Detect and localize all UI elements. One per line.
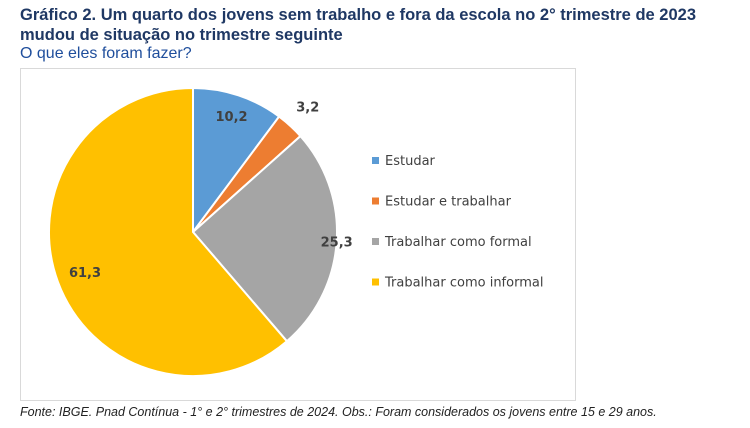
legend-entry: Estudar e trabalhar xyxy=(385,195,512,210)
pie-slice-4 xyxy=(48,86,289,377)
pie-slice-3 xyxy=(191,134,338,343)
chart-area xyxy=(20,68,576,401)
legend-entry: Trabalhar como informal xyxy=(384,276,543,291)
legend-swatch xyxy=(372,157,379,164)
legend-swatch xyxy=(372,197,379,205)
pie-slice-1 xyxy=(192,86,281,236)
data-label: 10,2 xyxy=(216,110,248,125)
data-label: 3,2 xyxy=(296,101,319,116)
chart-title: Gráfico 2. Um quarto dos jovens sem trab… xyxy=(20,6,696,44)
legend-swatch xyxy=(372,238,379,245)
source-note: Fonte: IBGE. Pnad Contínua - 1° e 2° tri… xyxy=(20,405,657,419)
data-label: 25,3 xyxy=(321,235,353,250)
chart-subtitle: O que eles foram fazer? xyxy=(20,45,192,62)
legend-swatch xyxy=(372,278,379,286)
legend-entry: Trabalhar como formal xyxy=(384,235,532,250)
legend-entry: Estudar xyxy=(385,154,436,169)
data-label: 61,3 xyxy=(69,266,101,281)
